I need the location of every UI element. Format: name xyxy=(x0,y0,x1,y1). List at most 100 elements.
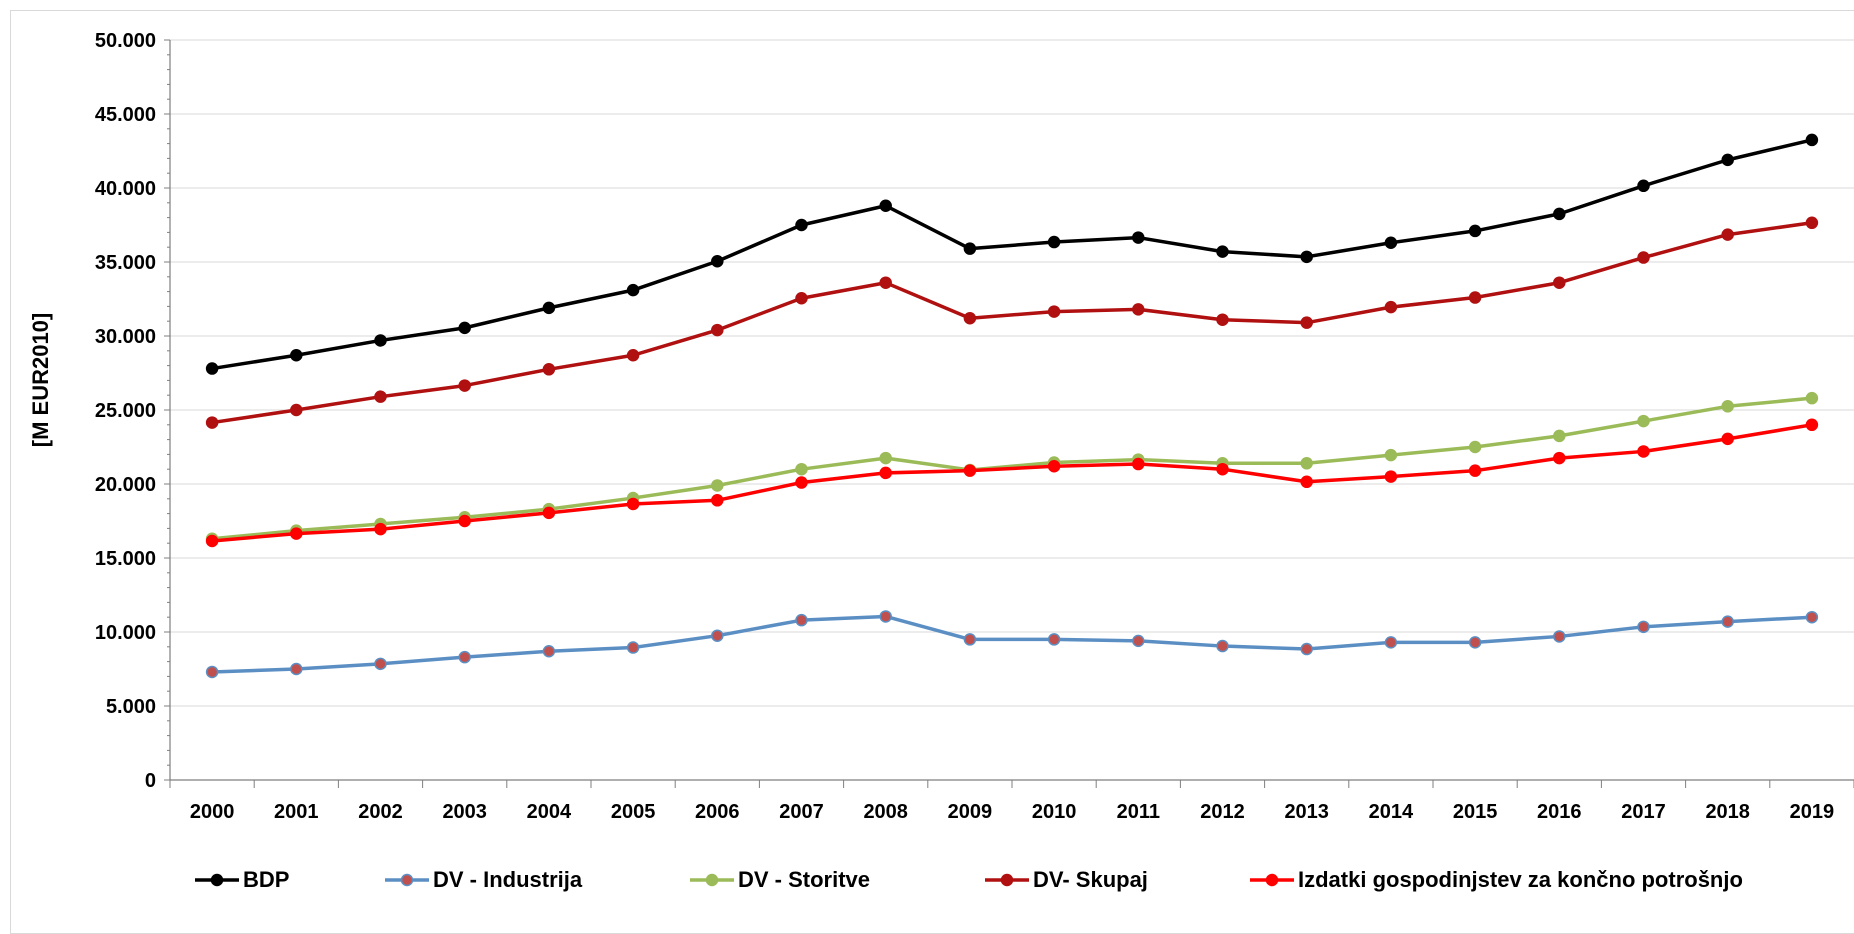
data-point xyxy=(795,462,808,476)
data-point xyxy=(626,497,640,511)
data-point xyxy=(542,363,556,376)
data-point xyxy=(1805,418,1819,432)
x-tick-label: 2006 xyxy=(695,801,740,823)
series-line xyxy=(211,138,1813,371)
data-point xyxy=(542,506,556,520)
data-point xyxy=(879,466,892,480)
data-point xyxy=(711,629,724,642)
y-tick-label: 15.000 xyxy=(95,548,156,570)
data-point xyxy=(458,650,471,664)
data-point xyxy=(879,276,892,289)
y-tick-label: 20.000 xyxy=(95,474,156,496)
data-point xyxy=(1468,636,1482,649)
x-tick-label: 2011 xyxy=(1117,801,1160,823)
data-point xyxy=(963,633,977,646)
x-tick-label: 2017 xyxy=(1621,801,1666,823)
y-tick-label: 50.000 xyxy=(95,30,156,52)
data-point xyxy=(205,665,219,679)
y-tick-label: 5.000 xyxy=(106,696,156,718)
x-axis-ticks: 2000 2001 2002 2003 2004 2005 2006 2007 2008 2009… xyxy=(169,780,1854,823)
x-tick-label: 2002 xyxy=(358,801,403,823)
data-point xyxy=(626,348,640,362)
data-point xyxy=(626,283,640,297)
data-point xyxy=(1132,303,1145,316)
legend-label: DV- Skupaj xyxy=(1033,867,1148,892)
data-point xyxy=(458,379,471,392)
y-tick-label: 10.000 xyxy=(95,622,156,644)
legend-item: BDP xyxy=(195,867,289,892)
data-point xyxy=(1047,305,1061,318)
data-point xyxy=(290,403,303,417)
data-point xyxy=(1300,642,1313,656)
data-point xyxy=(1637,251,1650,264)
y-tick-label: 25.000 xyxy=(95,400,156,422)
data-point xyxy=(1637,179,1650,193)
data-point xyxy=(1637,445,1650,458)
data-point xyxy=(1637,620,1650,634)
data-point xyxy=(542,301,556,315)
data-point xyxy=(1721,153,1734,167)
data-point xyxy=(1721,228,1734,241)
data-point xyxy=(1384,448,1398,462)
data-point xyxy=(1468,291,1482,304)
data-point xyxy=(1216,639,1229,653)
data-point xyxy=(1384,470,1398,483)
data-point xyxy=(374,522,387,536)
legend-swatch-marker xyxy=(705,873,719,887)
data-point xyxy=(711,323,724,337)
data-point xyxy=(374,334,387,347)
legend-label: Izdatki gospodinjstev za končno potrošnj… xyxy=(1298,867,1743,892)
data-point xyxy=(711,494,724,507)
legend-item: DV - Storitve xyxy=(690,867,870,892)
series-line xyxy=(211,396,1813,541)
x-tick-label: 2001 xyxy=(274,801,319,823)
data-point xyxy=(879,451,892,465)
data-point xyxy=(1721,432,1734,446)
data-point xyxy=(290,662,303,676)
legend-swatch-marker xyxy=(400,873,414,887)
data-point xyxy=(1468,440,1482,454)
x-tick-label: 2008 xyxy=(863,801,908,823)
x-tick-label: 2007 xyxy=(779,801,824,823)
series-0 xyxy=(205,133,1819,375)
series-line xyxy=(212,614,1812,674)
data-point xyxy=(1721,400,1734,413)
legend-item: Izdatki gospodinjstev za končno potrošnj… xyxy=(1250,867,1743,892)
x-tick-label: 2000 xyxy=(190,801,235,823)
x-tick-label: 2005 xyxy=(611,801,656,823)
x-tick-label: 2019 xyxy=(1790,801,1835,823)
data-point xyxy=(963,464,977,477)
x-tick-label: 2004 xyxy=(527,801,572,823)
data-point xyxy=(1805,391,1819,405)
y-tick-label: 40.000 xyxy=(95,178,156,200)
y-axis-ticks: 0 5.000 10.000 15.000 20.000 25.000 30.000 35.0… xyxy=(95,30,170,792)
data-point xyxy=(795,218,808,232)
data-point xyxy=(542,644,556,658)
data-point xyxy=(1384,636,1398,649)
x-tick-label: 2016 xyxy=(1537,801,1582,823)
data-point xyxy=(1047,459,1061,473)
legend-label: DV - Storitve xyxy=(738,867,870,892)
x-tick-label: 2014 xyxy=(1369,801,1414,823)
series-3 xyxy=(205,216,1819,429)
data-point xyxy=(1216,245,1229,258)
data-point xyxy=(290,527,303,540)
data-point xyxy=(1468,224,1482,238)
data-point xyxy=(374,390,387,403)
x-tick-label: 2009 xyxy=(948,801,993,823)
data-point xyxy=(290,348,303,362)
data-point xyxy=(1216,313,1229,326)
data-point xyxy=(1132,634,1145,648)
data-point xyxy=(1047,633,1061,646)
y-tick-label: 0 xyxy=(145,770,156,792)
data-point xyxy=(458,321,471,335)
series-4 xyxy=(205,418,1819,548)
data-point xyxy=(1553,630,1566,643)
legend-item: DV- Skupaj xyxy=(985,867,1148,892)
data-point xyxy=(1553,207,1566,221)
x-tick-label: 2013 xyxy=(1284,801,1329,823)
data-point xyxy=(711,479,724,492)
legend: BDP DV - Industrija DV - Storitve DV- Skupa… xyxy=(195,867,1743,892)
data-point xyxy=(795,476,808,489)
